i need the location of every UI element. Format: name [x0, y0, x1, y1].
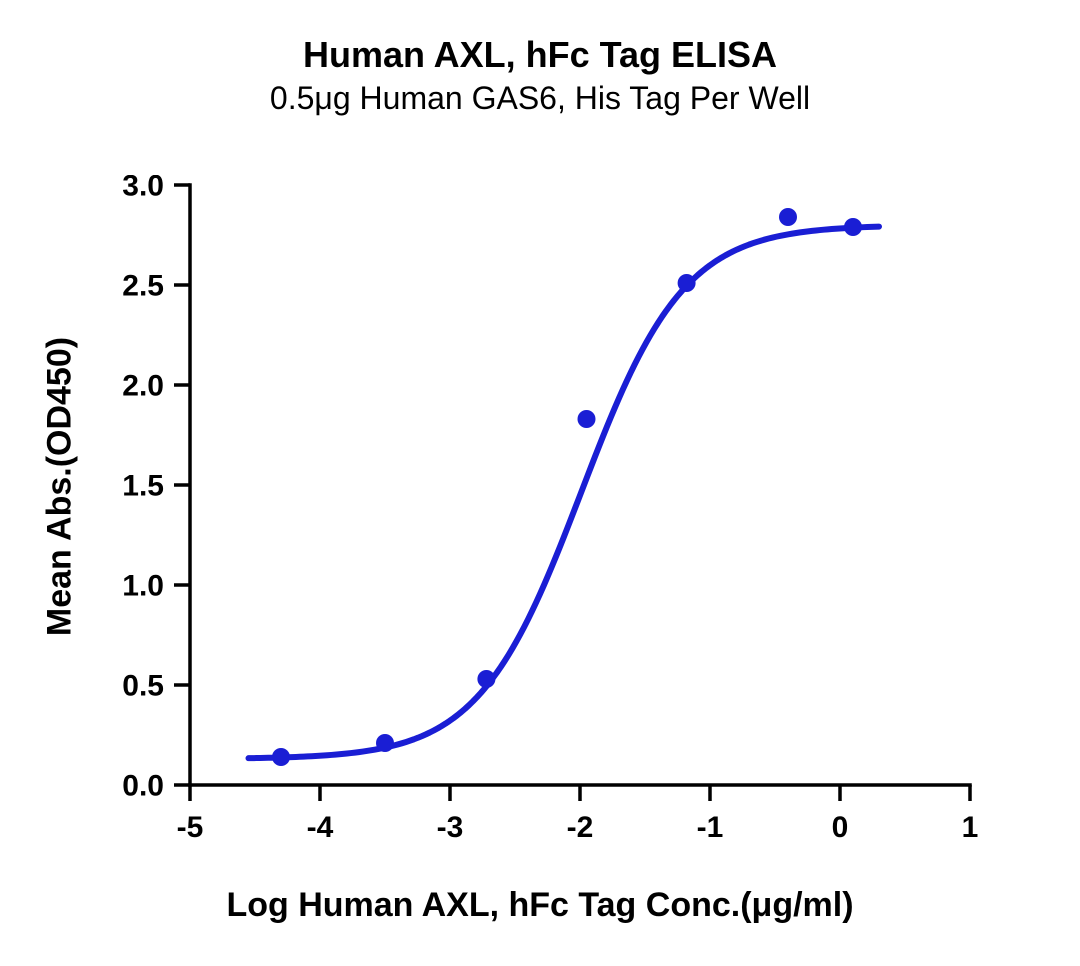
svg-text:3.0: 3.0: [122, 175, 164, 203]
svg-text:-1: -1: [697, 811, 724, 844]
y-axis-label: Mean Abs.(OD450): [41, 187, 80, 787]
svg-text:0: 0: [832, 811, 849, 844]
chart-container: Human AXL, hFc Tag ELISA 0.5μg Human GAS…: [0, 0, 1080, 966]
svg-text:0.5: 0.5: [122, 670, 164, 703]
chart-title: Human AXL, hFc Tag ELISA: [0, 34, 1080, 76]
svg-text:-2: -2: [567, 811, 594, 844]
svg-text:2.5: 2.5: [122, 270, 164, 303]
svg-text:-3: -3: [437, 811, 464, 844]
chart-subtitle: 0.5μg Human GAS6, His Tag Per Well: [0, 80, 1080, 117]
chart-plot: -5 -4 -3 -2 -1 0 1 0.0 0.5 1.0 1.5 2.0 2.5 3.0: [100, 175, 990, 875]
svg-text:0.0: 0.0: [122, 770, 164, 803]
svg-text:1.0: 1.0: [122, 570, 164, 603]
svg-text:1: 1: [962, 811, 979, 844]
svg-text:-5: -5: [177, 811, 204, 844]
x-axis-label: Log Human AXL, hFc Tag Conc.(μg/ml): [0, 886, 1080, 925]
svg-text:-4: -4: [307, 811, 334, 844]
svg-text:2.0: 2.0: [122, 370, 164, 403]
svg-text:1.5: 1.5: [122, 470, 164, 503]
